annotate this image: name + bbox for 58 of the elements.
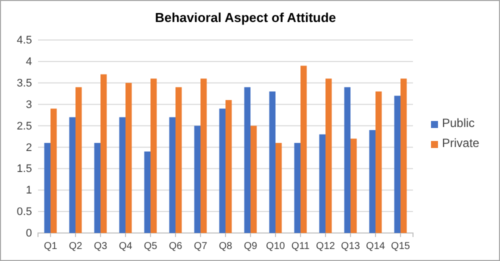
x-tick-label: Q6 xyxy=(168,241,183,252)
x-tick-label: Q5 xyxy=(144,241,158,252)
x-tick-label: Q4 xyxy=(118,241,133,252)
bar xyxy=(176,87,182,233)
bar xyxy=(76,87,82,233)
bar xyxy=(344,87,350,233)
bar xyxy=(69,117,76,233)
y-tick-label: 1.5 xyxy=(16,163,32,176)
bar xyxy=(44,142,50,233)
x-tick-label: Q2 xyxy=(68,241,83,252)
y-tick-label: 0.5 xyxy=(16,206,32,218)
chart-title: Behavioral Aspect of Attitude xyxy=(154,10,336,25)
bar xyxy=(100,74,107,233)
bar xyxy=(276,142,282,233)
bar xyxy=(300,66,307,233)
x-tick-label: Q14 xyxy=(366,241,386,252)
y-tick-label: 3.5 xyxy=(16,77,32,90)
bar xyxy=(50,108,57,233)
x-tick-label: Q13 xyxy=(341,241,360,252)
y-tick-label: 2.5 xyxy=(16,120,32,132)
y-tick-label: 3 xyxy=(26,98,32,111)
y-tick-label: 4.5 xyxy=(16,34,32,47)
bar xyxy=(144,152,150,233)
bar xyxy=(369,130,376,233)
bar xyxy=(94,142,100,233)
bar xyxy=(226,100,232,233)
bar xyxy=(219,108,226,233)
bar xyxy=(326,78,332,233)
bar xyxy=(200,78,207,233)
y-tick-label: 1 xyxy=(26,184,32,197)
bar xyxy=(150,78,157,233)
y-tick-label: 4 xyxy=(26,56,32,68)
x-tick-label: Q11 xyxy=(291,241,310,252)
x-tick-label: Q12 xyxy=(316,241,336,252)
bar xyxy=(269,91,276,233)
x-tick-label: Q3 xyxy=(94,241,108,252)
legend-label: Private xyxy=(442,136,480,150)
x-tick-label: Q9 xyxy=(244,241,258,252)
bar xyxy=(119,117,126,233)
y-tick-label: 0 xyxy=(26,228,32,240)
bar xyxy=(394,96,400,233)
x-tick-label: Q10 xyxy=(266,241,286,252)
x-tick-label: Q7 xyxy=(194,241,208,252)
bar xyxy=(376,91,382,233)
x-tick-label: Q1 xyxy=(44,241,58,252)
bar xyxy=(250,126,257,233)
y-tick-label: 2 xyxy=(26,142,32,154)
x-tick-label: Q8 xyxy=(218,241,233,252)
bar xyxy=(350,138,357,233)
legend-label: Public xyxy=(442,116,475,130)
bar xyxy=(400,78,407,233)
bar xyxy=(244,87,250,233)
bar xyxy=(169,117,176,233)
x-tick-label: Q15 xyxy=(391,241,410,252)
bar xyxy=(319,134,326,233)
bar xyxy=(126,82,132,233)
bar xyxy=(194,126,200,233)
bar xyxy=(294,142,300,233)
